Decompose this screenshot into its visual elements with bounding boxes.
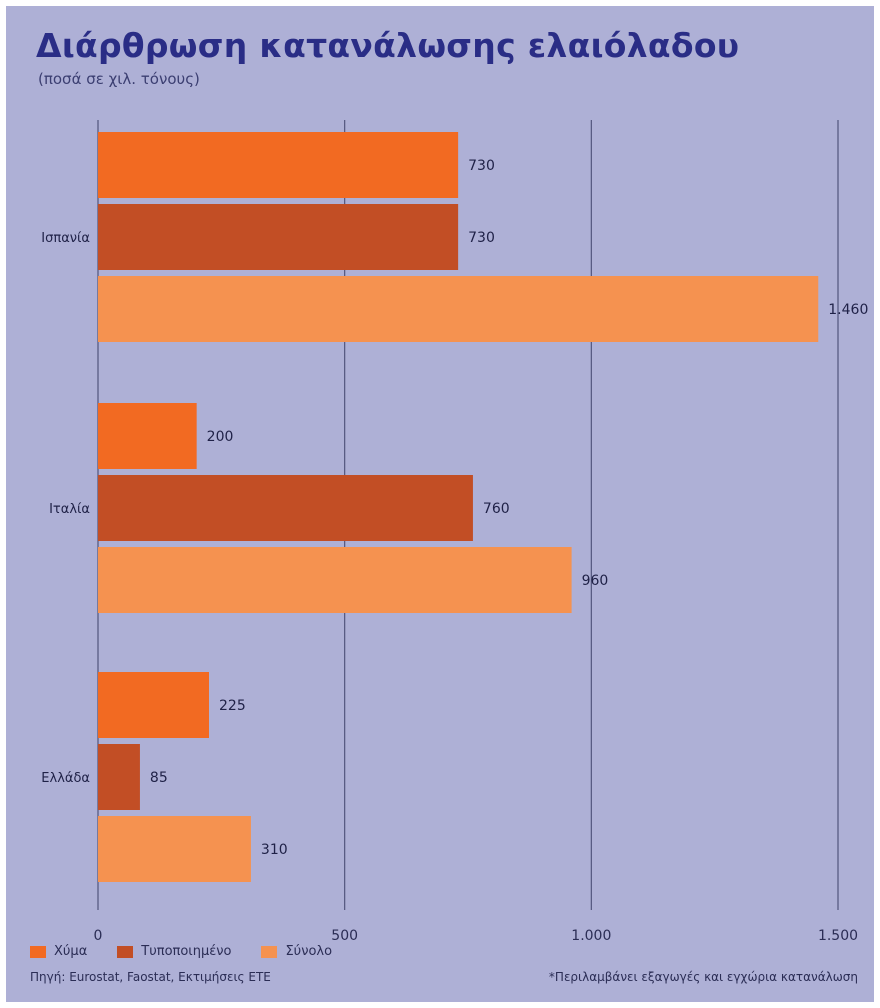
bar bbox=[98, 276, 819, 342]
legend: Χύμα Τυποποιημένο Σύνολο bbox=[30, 944, 352, 959]
data-label: 310 bbox=[261, 842, 288, 858]
bar bbox=[98, 132, 459, 198]
bar bbox=[98, 403, 197, 469]
x-tick-label: 0 bbox=[94, 928, 103, 944]
bar bbox=[98, 744, 140, 810]
bar bbox=[98, 672, 209, 738]
legend-swatch-bulk bbox=[30, 945, 46, 958]
bar bbox=[98, 204, 459, 270]
legend-item-total: Σύνολο bbox=[261, 944, 332, 959]
legend-item-packaged: Τυποποιημένο bbox=[117, 944, 231, 959]
data-label: 730 bbox=[468, 230, 495, 246]
bar bbox=[98, 475, 473, 541]
data-label: 85 bbox=[150, 770, 168, 786]
category-label: Ελλάδα bbox=[41, 771, 90, 786]
data-label: 1.460 bbox=[828, 302, 868, 318]
legend-label-bulk: Χύμα bbox=[54, 944, 88, 959]
category-label: Ισπανία bbox=[41, 231, 90, 246]
bar bbox=[98, 816, 251, 882]
footnote: *Περιλαμβάνει εξαγωγές και εγχώρια καταν… bbox=[548, 970, 858, 984]
legend-swatch-total bbox=[261, 945, 278, 958]
x-tick-label: 1.000 bbox=[571, 928, 611, 944]
category-label: Ιταλία bbox=[49, 502, 90, 517]
chart-subtitle: (ποσά σε χιλ. τόνους) bbox=[38, 70, 200, 88]
legend-label-total: Σύνολο bbox=[285, 944, 333, 959]
data-label: 225 bbox=[219, 698, 246, 714]
data-label: 960 bbox=[582, 573, 609, 589]
data-label: 200 bbox=[207, 429, 234, 445]
x-tick-label: 500 bbox=[331, 928, 358, 944]
data-label: 730 bbox=[468, 158, 495, 174]
chart-title: Διάρθρωση κατανάλωσης ελαιόλαδου bbox=[36, 26, 740, 65]
x-tick-label: 1.500 bbox=[818, 928, 858, 944]
legend-label-packaged: Τυποποιημένο bbox=[141, 944, 232, 959]
legend-item-bulk: Χύμα bbox=[30, 944, 87, 959]
bar bbox=[98, 547, 572, 613]
source-note: Πηγή: Eurostat, Faostat, Εκτιμήσεις ΕΤΕ bbox=[30, 970, 271, 984]
legend-swatch-packaged bbox=[117, 945, 134, 958]
data-label: 760 bbox=[483, 501, 510, 517]
